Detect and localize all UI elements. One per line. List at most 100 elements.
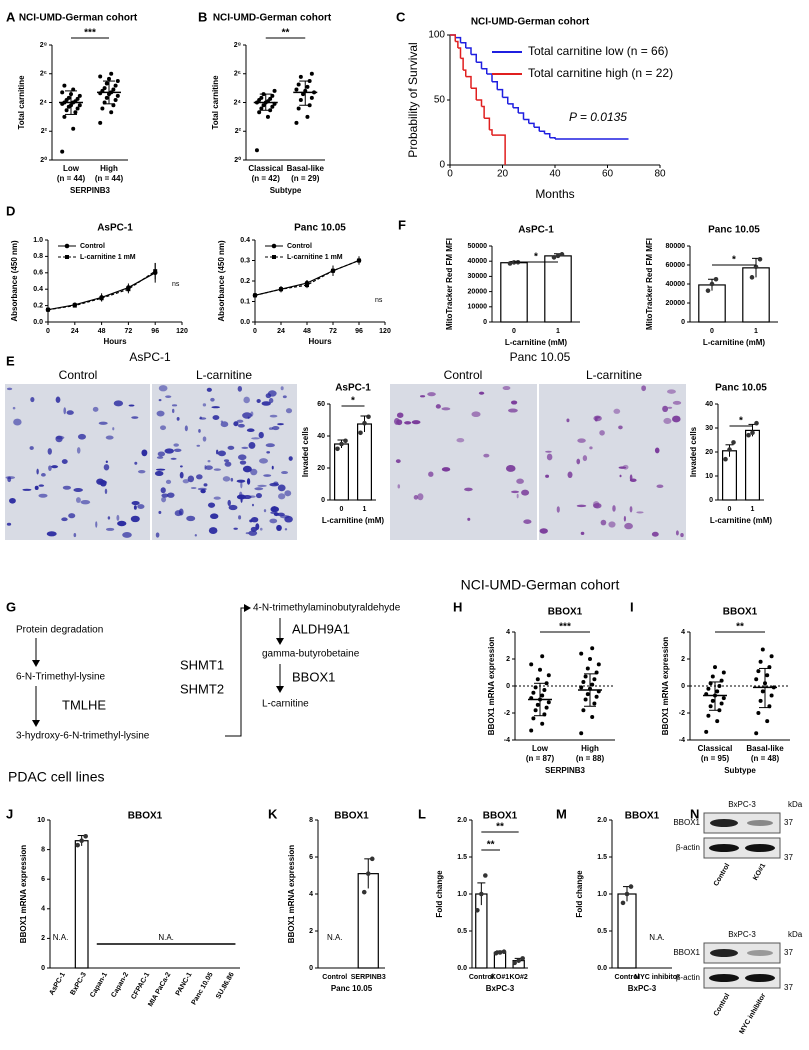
cell-stain bbox=[112, 427, 115, 431]
y-tick-label: 2⁶ bbox=[234, 71, 241, 78]
band bbox=[709, 974, 739, 982]
data-point bbox=[261, 103, 266, 108]
cell-stain bbox=[663, 417, 672, 425]
cell-stain bbox=[6, 387, 13, 391]
data-point bbox=[579, 731, 584, 736]
data-point bbox=[721, 696, 726, 701]
cell-stain bbox=[224, 461, 232, 467]
cell-stain bbox=[160, 487, 166, 494]
y-axis-label: Invaded cells bbox=[301, 426, 310, 477]
micrograph bbox=[152, 384, 297, 540]
data-point bbox=[520, 956, 525, 961]
cell-stain bbox=[404, 421, 412, 425]
cell-stain bbox=[629, 474, 633, 482]
marker bbox=[305, 283, 309, 288]
y-tick-label: -4 bbox=[679, 737, 685, 744]
x-axis-label: SERPINB3 bbox=[70, 186, 111, 195]
data-point bbox=[268, 96, 273, 101]
cell-stain bbox=[202, 436, 207, 442]
cell-stain bbox=[12, 406, 16, 410]
y-tick-label: 20000 bbox=[468, 288, 488, 295]
cell-stain bbox=[662, 405, 669, 413]
cell-stain bbox=[182, 479, 190, 484]
cell-stain bbox=[131, 500, 140, 506]
cell-stain bbox=[624, 522, 633, 530]
cell-stain bbox=[593, 415, 602, 422]
category-note: (n = 29) bbox=[291, 174, 320, 183]
y-tick-label: 60000 bbox=[666, 262, 686, 269]
cell-stain bbox=[38, 484, 45, 487]
y-tick-label: 1.0 bbox=[457, 891, 467, 898]
cell-stain bbox=[259, 527, 263, 531]
panel-letter: F bbox=[398, 217, 406, 232]
x-tick-label: 0 bbox=[512, 328, 516, 335]
cell-stain bbox=[539, 528, 548, 534]
y-tick-label: 2⁰ bbox=[40, 156, 47, 164]
cell-stain bbox=[154, 470, 164, 477]
data-point bbox=[531, 690, 536, 695]
survival-step bbox=[471, 87, 477, 100]
category-note: (n = 44) bbox=[57, 174, 86, 183]
significance-label: * bbox=[739, 416, 743, 427]
survival-step bbox=[471, 53, 477, 63]
y-tick-label: 0 bbox=[681, 319, 685, 326]
blot-protein: BBOX1 bbox=[673, 818, 700, 827]
data-point bbox=[731, 440, 736, 445]
data-point bbox=[753, 264, 759, 270]
cell-stain bbox=[599, 430, 605, 436]
cell-stain bbox=[245, 532, 250, 535]
cell-stain bbox=[207, 460, 211, 463]
chart-title: BBOX1 bbox=[128, 811, 163, 822]
data-point bbox=[298, 98, 303, 103]
chart-title: Panc 10.05 bbox=[715, 383, 767, 394]
y-tick-label: 10 bbox=[705, 473, 713, 480]
data-point bbox=[343, 438, 348, 444]
cell-stain bbox=[654, 447, 660, 454]
cell-stain bbox=[248, 530, 258, 536]
y-tick-label: 20000 bbox=[666, 300, 686, 307]
survival-step bbox=[523, 118, 530, 124]
y-axis-label: Invaded cells bbox=[689, 426, 698, 477]
cell-stain bbox=[157, 451, 166, 457]
survival-step bbox=[481, 105, 485, 119]
y-axis-label: Total carnitine bbox=[17, 75, 26, 130]
cell-stain bbox=[95, 521, 98, 528]
data-point bbox=[254, 148, 259, 153]
x-tick-label: Control bbox=[322, 974, 347, 981]
cell-stain bbox=[589, 446, 593, 450]
cell-stain bbox=[165, 395, 172, 398]
x-tick-label: Classical bbox=[248, 164, 283, 173]
blot-cell-line: BxPC-3 bbox=[728, 800, 756, 809]
data-point bbox=[309, 71, 314, 76]
data-point bbox=[265, 114, 270, 119]
data-point bbox=[544, 705, 549, 710]
data-point bbox=[581, 708, 586, 713]
cell-stain bbox=[137, 504, 145, 509]
x-tick-label: 60 bbox=[602, 169, 614, 180]
x-tick-label: 0 bbox=[728, 506, 732, 513]
panel-letter: E bbox=[6, 353, 15, 368]
annotation: P = 0.0135 bbox=[569, 110, 627, 124]
cell-stain bbox=[155, 532, 160, 538]
data-point bbox=[585, 692, 590, 697]
cell-stain bbox=[156, 410, 165, 417]
data-point bbox=[79, 838, 84, 844]
x-tick-label: 120 bbox=[176, 328, 188, 335]
cell-stain bbox=[256, 398, 261, 404]
cell-stain bbox=[441, 407, 451, 411]
cell-stain bbox=[247, 416, 250, 419]
cell-stain bbox=[179, 471, 184, 479]
cell-stain bbox=[629, 506, 633, 513]
y-tick-label: 0.0 bbox=[597, 965, 607, 972]
cell-stain bbox=[521, 489, 530, 496]
x-tick-label: Control bbox=[615, 974, 640, 981]
data-point bbox=[592, 677, 597, 682]
cell-stain bbox=[117, 520, 127, 527]
x-tick-label: 48 bbox=[98, 328, 106, 335]
x-axis-label: Hours bbox=[103, 337, 127, 346]
data-point bbox=[710, 698, 715, 703]
data-point bbox=[335, 446, 340, 452]
chart-title: NCI-UMD-German cohort bbox=[213, 13, 332, 24]
cell-stain bbox=[266, 451, 271, 454]
y-axis-label: MitoTracker Red FM MFI bbox=[645, 238, 654, 330]
